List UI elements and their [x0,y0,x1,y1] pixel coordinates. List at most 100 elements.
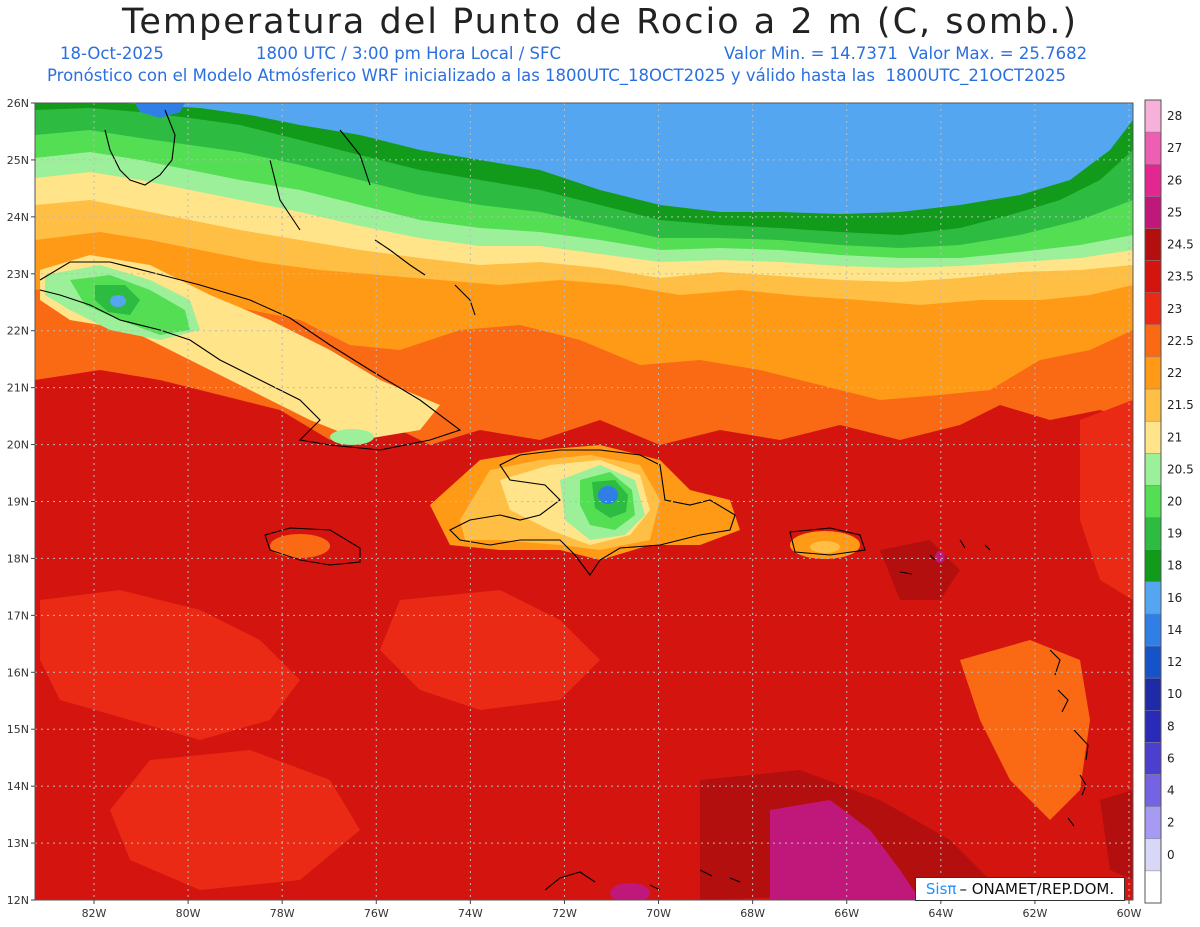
colorbar-swatch [1144,806,1162,840]
colorbar-label: 23 [1167,302,1182,316]
lat-label: 16N [7,666,29,679]
colorbar-swatch [1144,420,1162,454]
colorbar-label: 18 [1167,559,1182,573]
colorbar-label: 2 [1167,816,1175,830]
colorbar-swatch [1144,260,1162,293]
colorbar-label: 4 [1167,784,1175,798]
colorbar-swatch [1144,838,1162,872]
colorbar-swatch [1144,613,1162,647]
colorbar-label: 23.5 [1167,270,1194,284]
colorbar-label: 22 [1167,366,1182,380]
colorbar-swatch [1144,99,1162,133]
coast-florida [104,109,176,186]
dewpoint-band-16 [120,103,1133,214]
latitude-axis: 26N 25N 24N 23N 22N 21N 20N 19N 18N 17N 16N 15N 14N 1… [7,97,35,907]
sispi-logo: Sisπ [925,880,957,898]
coast-lesser-antilles-5 [1067,817,1075,827]
coastlines [39,109,1089,891]
lat-label: 20N [7,439,29,452]
colorbar-swatch [1144,228,1162,261]
colorbar-swatch [1144,549,1162,583]
lat-label: 15N [7,723,29,736]
colorbar-label: 0 [1167,848,1175,862]
colorbar-label: 14 [1167,623,1182,637]
dewpoint-south-orange-1 [40,590,300,740]
credit-box: Sisπ – ONAMET/REP.DOM. [915,877,1125,901]
dewpoint-max-spot-2 [610,883,650,900]
colorbar: 2827262524.523.52322.52221.52120.5201918… [1144,99,1194,904]
colorbar-label: 20.5 [1167,462,1194,476]
coast-south-america [544,871,596,891]
coast-puerto-rico [789,527,866,556]
forecast-time: 1800 UTC / 3:00 pm Hora Local / SFC [256,44,562,63]
colorbar-swatch [1144,742,1162,775]
lon-label: 60W [1117,907,1142,920]
colorbar-label: 26 [1167,173,1182,187]
lon-label: 76W [364,907,389,920]
credit-text: – ONAMET/REP.DOM. [959,880,1115,898]
dewpoint-south-orange-2 [380,590,600,710]
coast-lesser-antilles-2 [1057,689,1069,713]
coast-bahamas-4 [454,284,476,316]
lon-label: 82W [82,907,107,920]
colorbar-label: 10 [1167,687,1182,701]
coast-lesser-antilles-4 [1079,774,1087,796]
colorbar-label: 21.5 [1167,398,1194,412]
coast-bahamas-1 [269,159,301,231]
model-info: Pronóstico con el Modelo Atmósferico WRF… [47,66,1066,85]
lat-label: 22N [7,325,29,338]
colorbar-label: 24.5 [1167,238,1194,252]
coast-lesser-antilles-1 [1049,649,1061,676]
colorbar-swatch [1144,645,1162,679]
longitude-axis: 82W 80W 78W 76W 74W 72W 70W 68W 66W 64W 62W 60W [82,900,1142,920]
lon-label: 64W [928,907,953,920]
lon-label: 74W [458,907,483,920]
colorbar-swatch [1144,292,1162,326]
colorbar-swatch [1144,517,1162,550]
colorbar-swatch [1144,356,1162,390]
dewpoint-max-region [770,800,920,900]
lon-label: 70W [646,907,671,920]
dewpoint-south-orange-4 [960,640,1090,820]
dewpoint-deep-red-3 [1100,790,1133,880]
lat-label: 26N [7,97,29,110]
map-title: Temperatura del Punto de Rocio a 2 m (C,… [121,2,1079,42]
colorbar-swatch [1144,196,1162,229]
lat-label: 25N [7,154,29,167]
lon-label: 66W [834,907,859,920]
colorbar-label: 27 [1167,141,1182,155]
dewpoint-south-orange-5 [1080,400,1133,600]
coast-cuba [39,261,462,451]
coast-virgin-islands [899,539,991,575]
coast-bahamas-3 [374,239,426,276]
dewpoint-jamaica [270,534,330,558]
colorbar-swatch [1144,131,1162,165]
colorbar-swatch [1144,677,1162,711]
colorbar-swatch [1144,453,1162,486]
min-max-values: Valor Min. = 14.7371 Valor Max. = 25.768… [724,44,1088,63]
lon-label: 62W [1022,907,1047,920]
dewpoint-cuba-min [110,295,126,307]
lon-label: 80W [176,907,201,920]
coast-lesser-antilles-3 [1073,729,1089,761]
colorbar-label: 19 [1167,527,1182,541]
dewpoint-max-spot-1 [935,551,945,563]
colorbar-swatch [1144,774,1162,807]
dewpoint-band-14 [135,103,185,118]
colorbar-label: 22.5 [1167,334,1194,348]
coast-jamaica [264,527,361,566]
lon-label: 72W [552,907,577,920]
colorbar-label: 6 [1167,751,1175,765]
lat-label: 24N [7,211,29,224]
coast-bahamas-2 [339,129,371,186]
colorbar-label: 25 [1167,205,1182,219]
map-gridlines [35,103,1133,900]
colorbar-swatch [1144,870,1162,904]
lon-label: 68W [740,907,765,920]
dewpoint-hispaniola-min [598,486,618,504]
colorbar-label: 28 [1167,109,1182,123]
lat-label: 18N [7,552,29,565]
colorbar-label: 8 [1167,719,1175,733]
colorbar-swatch [1144,581,1162,615]
lat-label: 14N [7,780,29,793]
